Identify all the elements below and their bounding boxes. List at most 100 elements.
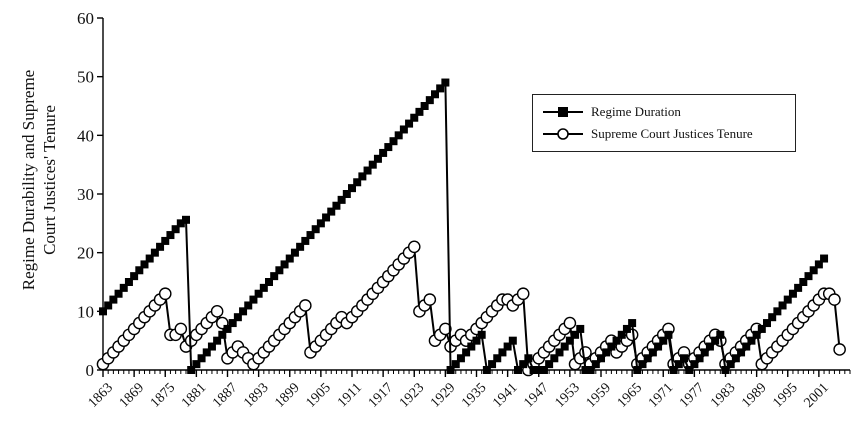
data-point-regime-duration: [586, 366, 595, 374]
data-point-regime-duration: [680, 354, 688, 363]
data-point-regime-duration: [441, 78, 450, 87]
x-tick-label: 1953: [553, 380, 583, 410]
data-point-regime-duration: [135, 266, 144, 275]
x-tick-label: 1911: [335, 380, 365, 410]
data-point-regime-duration: [410, 113, 419, 122]
data-point-regime-duration: [643, 354, 652, 363]
data-point-regime-duration: [576, 324, 585, 333]
legend-item-justices-tenure: Supreme Court Justices Tenure: [541, 125, 753, 143]
data-point-justices-tenure: [210, 305, 224, 318]
data-point-regime-duration: [202, 348, 211, 357]
data-point-regime-duration: [316, 219, 325, 228]
data-point-regime-duration: [472, 336, 481, 345]
data-point-regime-duration: [514, 366, 522, 374]
x-tick-label: 1983: [708, 380, 738, 410]
data-point-justices-tenure: [423, 293, 437, 306]
y-tick-label: 30: [77, 185, 94, 204]
data-point-regime-duration: [228, 319, 237, 328]
x-tick-label: 1899: [272, 380, 302, 410]
x-tick-label: 1863: [86, 380, 116, 410]
data-point-regime-duration: [669, 366, 678, 374]
legend-label-regime-duration: Regime Duration: [591, 104, 681, 119]
data-point-regime-duration: [638, 360, 647, 369]
data-point-regime-duration: [270, 272, 279, 281]
data-point-regime-duration: [353, 178, 362, 187]
data-point-regime-duration: [695, 354, 704, 363]
data-point-regime-duration: [379, 148, 388, 157]
data-point-regime-duration: [550, 354, 559, 363]
data-point-regime-duration: [685, 366, 694, 374]
data-point-regime-duration: [166, 231, 175, 240]
data-point-regime-duration: [804, 272, 813, 281]
data-point-regime-duration: [467, 342, 476, 351]
y-tick-label: 20: [77, 244, 94, 263]
y-tick-label: 10: [77, 302, 94, 321]
y-axis-label-line-1: Regime Durability and Supreme: [19, 69, 38, 291]
data-point-regime-duration: [114, 289, 123, 298]
data-point-regime-duration: [783, 295, 792, 304]
data-point-regime-duration: [249, 295, 258, 304]
data-point-regime-duration: [140, 260, 149, 269]
x-tick-label: 1941: [490, 380, 520, 410]
data-point-regime-duration: [311, 225, 320, 234]
data-point-regime-duration: [545, 360, 554, 369]
data-point-regime-duration: [130, 272, 139, 281]
data-point-regime-duration: [239, 307, 248, 316]
data-point-regime-duration: [342, 190, 351, 198]
data-point-justices-tenure: [579, 346, 592, 359]
data-point-justices-tenure: [158, 287, 172, 301]
series-regime-duration: [99, 78, 829, 374]
data-point-regime-duration: [809, 266, 818, 275]
x-tick-label: 1989: [739, 380, 769, 410]
data-point-regime-duration: [259, 283, 268, 292]
data-point-regime-duration: [301, 236, 310, 245]
data-point-regime-duration: [788, 289, 797, 298]
data-point-regime-duration: [814, 260, 823, 269]
data-point-justices-tenure: [407, 240, 421, 254]
data-point-regime-duration: [145, 254, 154, 263]
data-point-regime-duration: [654, 342, 663, 351]
data-point-regime-duration: [348, 184, 356, 193]
data-point-regime-duration: [690, 360, 699, 369]
data-point-regime-duration: [820, 254, 829, 263]
data-point-regime-duration: [591, 360, 600, 369]
data-point-regime-duration: [705, 342, 714, 351]
data-point-regime-duration: [197, 354, 206, 363]
y-tick-label: 0: [86, 361, 95, 380]
data-point-regime-duration: [799, 278, 808, 286]
data-point-regime-duration: [104, 301, 113, 310]
legend-label-justices-tenure: Supreme Court Justices Tenure: [591, 126, 753, 141]
data-point-regime-duration: [555, 348, 564, 357]
x-tick-label: 1893: [241, 380, 271, 410]
data-point-regime-duration: [415, 107, 424, 116]
data-point-regime-duration: [223, 324, 232, 333]
legend-item-regime-duration: Regime Duration: [541, 103, 681, 121]
data-point-regime-duration: [597, 354, 605, 363]
data-point-justices-tenure: [563, 316, 577, 330]
data-point-regime-duration: [207, 342, 216, 351]
x-tick-label: 1935: [459, 380, 489, 410]
data-point-regime-duration: [389, 137, 398, 146]
data-point-regime-duration: [633, 366, 642, 374]
data-point-regime-duration: [508, 336, 517, 345]
data-point-regime-duration: [124, 278, 133, 286]
data-point-regime-duration: [192, 360, 201, 369]
x-tick-label: 1875: [148, 380, 178, 410]
data-point-regime-duration: [674, 360, 683, 369]
data-point-regime-duration: [182, 215, 190, 224]
data-point-regime-duration: [420, 102, 429, 110]
data-point-regime-duration: [539, 366, 548, 374]
data-point-regime-duration: [462, 348, 471, 357]
data-point-regime-duration: [394, 131, 403, 140]
data-point-regime-duration: [612, 336, 621, 345]
data-point-justices-tenure: [439, 322, 452, 336]
data-point-regime-duration: [405, 119, 414, 128]
data-point-regime-duration: [119, 283, 128, 292]
data-point-regime-duration: [524, 354, 533, 363]
data-point-regime-duration: [265, 278, 273, 286]
data-point-justices-tenure: [833, 343, 846, 356]
x-tick-label: 1971: [646, 380, 676, 410]
data-point-regime-duration: [368, 160, 377, 169]
data-point-regime-duration: [171, 225, 180, 234]
data-point-regime-duration: [384, 143, 393, 152]
